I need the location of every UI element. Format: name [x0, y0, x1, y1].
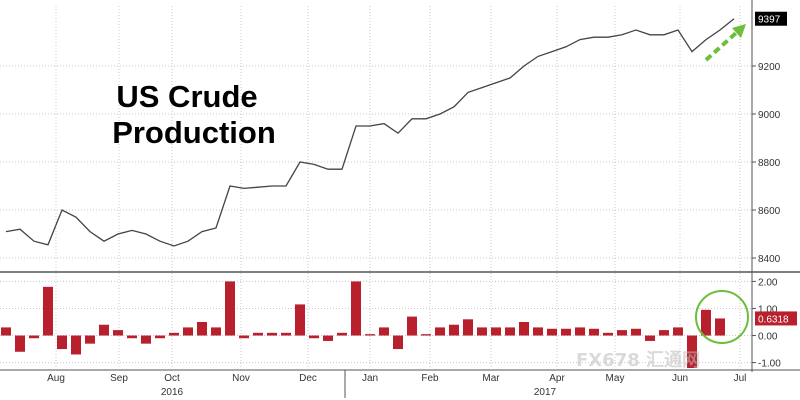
grid-layer	[0, 6, 752, 368]
change-bar	[533, 327, 543, 336]
change-bar	[365, 334, 375, 336]
change-bar	[659, 330, 669, 336]
watermark-text: FX678 汇通网	[576, 350, 700, 371]
change-bar	[393, 335, 403, 350]
change-bar	[589, 328, 599, 336]
y-tick-label: -1.00	[758, 359, 781, 370]
change-bar	[57, 335, 67, 350]
trend-arrow-shaft	[704, 31, 738, 62]
change-bar	[29, 335, 39, 339]
last-bar-value-label: 0.6318	[758, 314, 789, 325]
axis-layer: 8400 8600 8800 9000 9200 9397 2.00 1.00 0.00 -1.0…	[47, 11, 797, 398]
last-value-box	[755, 11, 787, 26]
change-bar	[225, 281, 235, 336]
x-tick-label: Jul	[734, 373, 747, 384]
x-tick-label: Dec	[299, 373, 317, 384]
highlight-circle	[695, 290, 749, 344]
y-tick-label: 0.00	[758, 332, 778, 343]
year-label: 2017	[534, 387, 557, 398]
x-tick-label: May	[606, 373, 625, 384]
frame-layer	[0, 0, 800, 372]
y-tick-label: 2.00	[758, 277, 778, 288]
x-tick-label: Sep	[110, 373, 128, 384]
change-bar	[127, 335, 137, 339]
change-bar	[715, 318, 725, 336]
watermark: FX678 汇通网	[576, 350, 700, 371]
y-tick-label: 8400	[758, 254, 781, 265]
change-bar	[575, 327, 585, 336]
change-bar	[99, 324, 109, 336]
y-tick-label: 9000	[758, 110, 781, 121]
title-line-2: Production	[112, 115, 276, 150]
x-tick-label: Oct	[164, 373, 180, 384]
crude-production-line	[5, 18, 735, 247]
change-bar	[351, 281, 361, 336]
x-tick-label: Jan	[362, 373, 378, 384]
change-bar	[155, 335, 165, 339]
change-bar	[701, 309, 711, 336]
change-bar	[645, 335, 655, 341]
change-bar	[491, 327, 501, 336]
change-bar	[197, 322, 207, 336]
change-bar	[379, 327, 389, 336]
change-bar	[547, 328, 557, 336]
change-bar	[449, 324, 459, 336]
change-bar	[253, 332, 263, 336]
year-label: 2016	[161, 387, 184, 398]
x-tick-label: Feb	[421, 373, 439, 384]
change-bar	[295, 304, 305, 336]
change-bar	[421, 334, 431, 336]
bars-layer	[1, 281, 725, 368]
change-bar	[113, 330, 123, 336]
title-line-1: US Crude	[116, 79, 257, 114]
y-tick-label: 1.00	[758, 304, 778, 315]
change-bar	[561, 328, 571, 336]
change-bar	[519, 322, 529, 336]
change-bar	[15, 335, 25, 352]
change-bar	[267, 332, 277, 336]
last-value-label: 9397	[758, 15, 781, 26]
change-bar	[183, 327, 193, 336]
change-bar	[239, 335, 249, 339]
series-layer	[5, 18, 735, 247]
change-bar	[603, 332, 613, 336]
x-tick-label: Apr	[549, 373, 565, 384]
change-bar	[505, 327, 515, 336]
x-tick-label: Nov	[232, 373, 250, 384]
x-tick-label: Mar	[482, 373, 500, 384]
change-bar	[673, 327, 683, 336]
change-bar	[281, 332, 291, 336]
y-tick-label: 8600	[758, 206, 781, 217]
y-tick-label: 9200	[758, 62, 781, 73]
change-bar	[477, 327, 487, 336]
x-tick-label: Jun	[672, 373, 688, 384]
y-tick-label: 8800	[758, 158, 781, 169]
change-bar	[309, 335, 319, 339]
trend-arrow-head	[732, 24, 746, 38]
change-bar	[169, 332, 179, 336]
change-bar	[43, 286, 53, 336]
change-bar	[407, 316, 417, 336]
change-bar	[85, 335, 95, 344]
change-bar	[463, 319, 473, 336]
change-bar	[337, 332, 347, 336]
chart-title: US Crude Production	[112, 79, 276, 150]
change-bar	[631, 328, 641, 336]
change-bar	[617, 330, 627, 336]
annotation-layer	[695, 24, 749, 344]
change-bar	[141, 335, 151, 344]
change-bar	[211, 327, 221, 336]
change-bar	[71, 335, 81, 355]
last-bar-value-box	[755, 311, 797, 326]
change-bar	[687, 335, 697, 368]
change-bar	[323, 335, 333, 341]
change-bar	[1, 327, 11, 336]
change-bar	[435, 327, 445, 336]
x-tick-label: Aug	[47, 373, 65, 384]
